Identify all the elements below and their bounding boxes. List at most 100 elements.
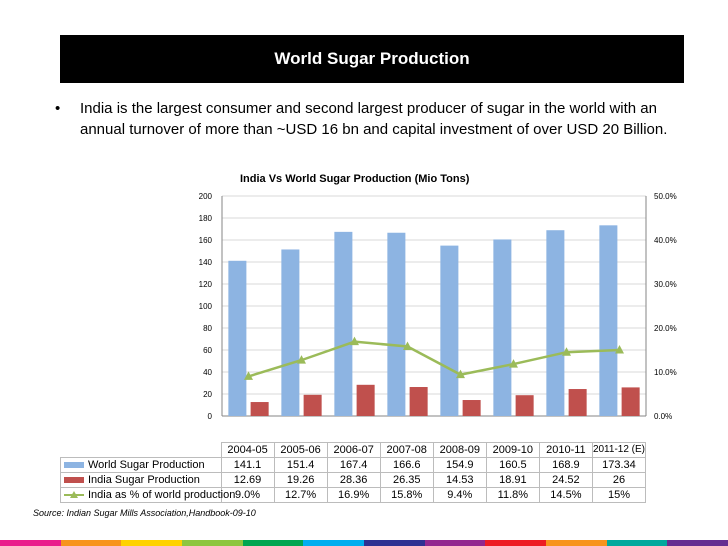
y-right-tick-label: 50.0% — [654, 192, 677, 201]
line-marker-triangle — [350, 336, 359, 346]
data-label: 11.8% — [485, 487, 540, 503]
data-label: 9.4% — [432, 487, 487, 503]
x-category-label: 2009-10 — [485, 442, 540, 458]
bar-india-sugar-production — [462, 400, 481, 416]
x-category-label: 2007-08 — [379, 442, 434, 458]
data-label: 18.91 — [485, 472, 540, 488]
data-label: 12.69 — [220, 472, 275, 488]
y-left-tick-label: 100 — [199, 302, 213, 311]
line-marker-triangle — [456, 369, 465, 379]
data-label: 167.4 — [326, 457, 381, 473]
data-label: 173.34 — [591, 457, 647, 473]
line-marker-triangle — [244, 371, 253, 380]
line-marker-triangle — [297, 355, 306, 364]
bullet-point: • India is the largest consumer and seco… — [55, 98, 685, 140]
bar-india-sugar-production — [356, 384, 375, 416]
data-label: 166.6 — [379, 457, 434, 473]
bar-world-sugar-production — [334, 231, 353, 416]
stripe-segment — [606, 540, 668, 546]
legend-label: India as % of world production — [88, 489, 236, 501]
y-right-tick-label: 20.0% — [654, 324, 677, 333]
source-note: Source: Indian Sugar Mills Association,H… — [33, 508, 256, 518]
table-corner — [61, 443, 222, 458]
bar-india-sugar-production — [303, 394, 322, 416]
line-marker-triangle — [562, 347, 571, 356]
stripe-segment — [0, 540, 61, 546]
x-category-label: 2005-06 — [273, 442, 328, 458]
bar-world-sugar-production — [281, 249, 300, 416]
bullet-text: India is the largest consumer and second… — [80, 100, 668, 138]
stripe-segment — [485, 540, 547, 546]
bar-india-sugar-production — [409, 387, 428, 416]
bar-world-sugar-production — [493, 239, 512, 416]
x-category-label: 2006-07 — [326, 442, 381, 458]
data-label: 14.5% — [538, 487, 593, 503]
table-row: India Sugar Production 12.69 19.26 28.36 26.… — [60, 472, 647, 488]
y-left-tick-label: 80 — [203, 324, 212, 333]
data-label: 16.9% — [326, 487, 381, 503]
data-label: 9.0% — [220, 487, 275, 503]
bullet-dot-icon: • — [55, 100, 61, 117]
legend-entry: India as % of world production — [60, 487, 235, 503]
stripe-segment — [303, 540, 365, 546]
y-left-tick-label: 200 — [199, 192, 213, 201]
x-category-label: 2011-12 (E) — [591, 442, 647, 458]
bar-world-sugar-production — [440, 245, 459, 416]
legend-bar-swatch-icon — [64, 462, 84, 469]
y-left-tick-label: 140 — [199, 258, 213, 267]
chart-title: India Vs World Sugar Production (Mio Ton… — [240, 173, 470, 185]
data-label: 160.5 — [485, 457, 540, 473]
data-label: 26 — [591, 472, 647, 488]
data-label: 168.9 — [538, 457, 593, 473]
data-label: 15% — [591, 487, 647, 503]
bar-world-sugar-production — [228, 260, 247, 416]
data-label: 15.8% — [379, 487, 434, 503]
x-category-label: 2004-05 — [220, 442, 275, 458]
legend-label: World Sugar Production — [88, 459, 205, 471]
bar-india-sugar-production — [621, 387, 640, 416]
stripe-segment — [182, 540, 243, 546]
x-category-label: 2008-09 — [432, 442, 487, 458]
y-right-tick-label: 30.0% — [654, 280, 677, 289]
y-left-tick-label: 120 — [199, 280, 213, 289]
data-label: 26.35 — [379, 472, 434, 488]
data-label: 154.9 — [432, 457, 487, 473]
bar-world-sugar-production — [387, 232, 406, 416]
bar-india-sugar-production — [250, 402, 269, 416]
line-india-share — [248, 340, 620, 378]
y-left-tick-label: 20 — [203, 390, 212, 399]
slide-title: World Sugar Production — [60, 35, 684, 83]
stripe-segment — [121, 540, 183, 546]
y-right-tick-label: 10.0% — [654, 368, 677, 377]
x-category-label: 2010-11 — [538, 442, 593, 458]
stripe-segment — [242, 540, 304, 546]
bar-india-sugar-production — [568, 389, 587, 416]
data-table-legend: 2004-05 2005-06 2006-07 2007-08 2008-09 2009-… — [60, 442, 647, 503]
bar-world-sugar-production — [599, 225, 618, 416]
legend-bar-swatch-icon — [64, 477, 84, 484]
stripe-segment — [60, 540, 122, 546]
stripe-segment — [364, 540, 425, 546]
y-left-tick-label: 60 — [203, 346, 212, 355]
y-left-tick-label: 40 — [203, 368, 212, 377]
data-label: 12.7% — [273, 487, 328, 503]
line-marker-triangle — [403, 341, 412, 350]
line-marker-triangle — [615, 345, 624, 354]
legend-label: India Sugar Production — [88, 474, 200, 486]
legend-line-swatch-icon — [64, 491, 84, 499]
y-right-tick-label: 40.0% — [654, 236, 677, 245]
data-label: 19.26 — [273, 472, 328, 488]
color-stripe — [0, 540, 728, 546]
data-label: 14.53 — [432, 472, 487, 488]
stripe-segment — [546, 540, 607, 546]
table-header-row: 2004-05 2005-06 2006-07 2007-08 2008-09 2009-… — [61, 442, 647, 458]
stripe-segment — [424, 540, 486, 546]
y-right-tick-label: 0.0% — [654, 412, 672, 421]
y-left-tick-label: 180 — [199, 214, 213, 223]
data-label: 151.4 — [273, 457, 328, 473]
data-label: 28.36 — [326, 472, 381, 488]
y-left-tick-label: 160 — [199, 236, 213, 245]
line-marker-triangle — [509, 359, 518, 368]
data-label: 24.52 — [538, 472, 593, 488]
